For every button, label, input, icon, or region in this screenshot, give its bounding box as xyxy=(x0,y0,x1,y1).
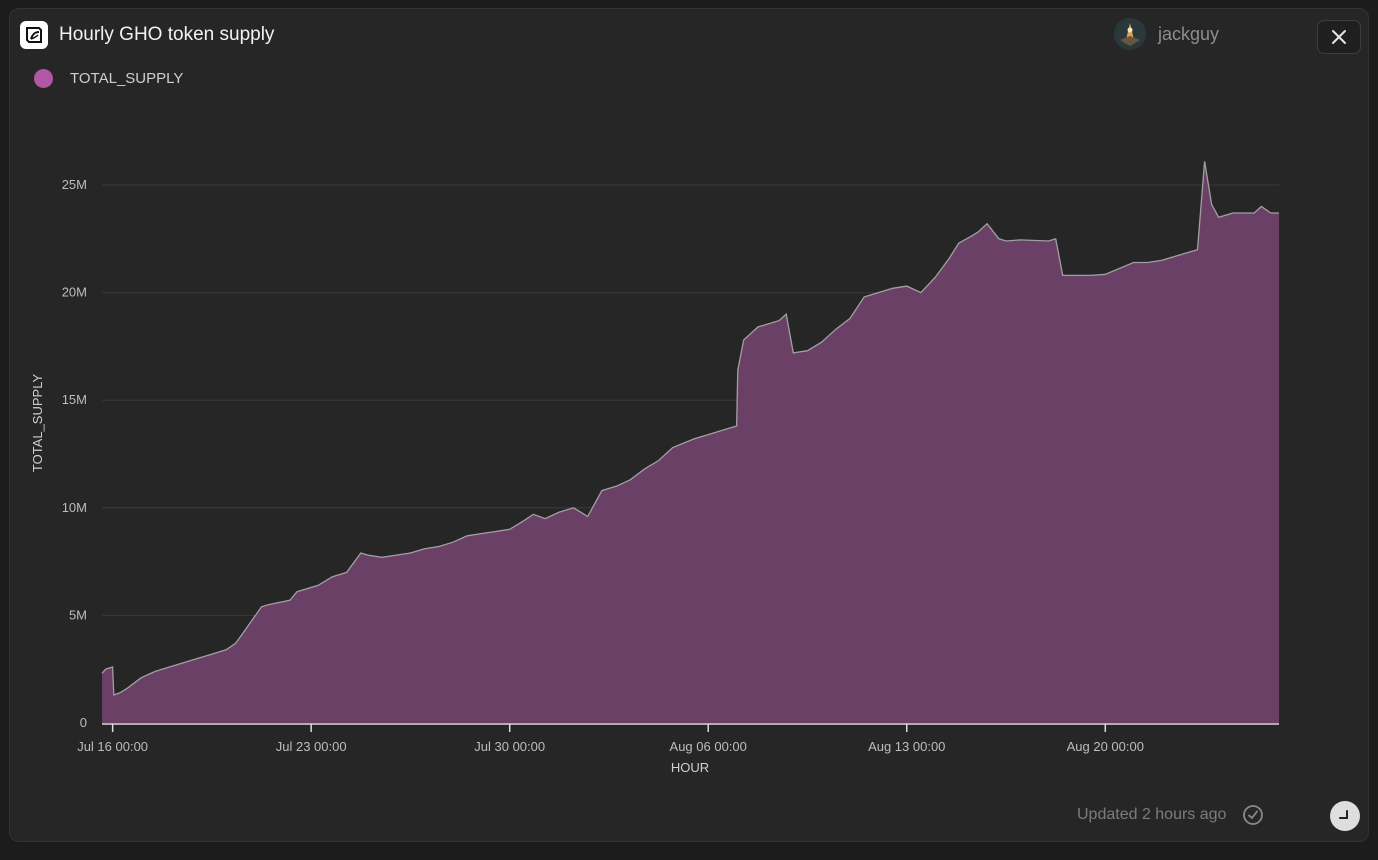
chart-title: Hourly GHO token supply xyxy=(59,24,275,45)
y-tick-label: 20M xyxy=(62,285,87,300)
resize-corner-button[interactable] xyxy=(1330,801,1360,831)
legend-swatch xyxy=(34,69,53,88)
legend-label: TOTAL_SUPPLY xyxy=(70,70,184,87)
x-tick-label: Aug 13 00:00 xyxy=(868,739,945,754)
flipside-logo-icon xyxy=(20,21,48,49)
x-tick-label: Jul 23 00:00 xyxy=(276,739,347,754)
x-axis-title: HOUR xyxy=(671,760,709,775)
series-line-total-supply xyxy=(101,161,1279,696)
user-info[interactable]: jackguy xyxy=(1114,18,1219,50)
y-axis: 0 5M 10M 15M 20M 25M xyxy=(62,177,87,730)
x-tick-label: Jul 16 00:00 xyxy=(77,739,148,754)
header: Hourly GHO token supply xyxy=(20,20,274,50)
avatar[interactable] xyxy=(1114,18,1146,50)
y-tick-label: 5M xyxy=(69,607,87,622)
resize-corner-icon xyxy=(1339,810,1348,819)
x-axis: Jul 16 00:00 Jul 23 00:00 Jul 30 00:00 Aug … xyxy=(77,723,1279,754)
footer: Updated 2 hours ago xyxy=(1077,804,1264,826)
legend[interactable]: TOTAL_SUPPLY xyxy=(34,69,183,88)
x-tick-label: Aug 20 00:00 xyxy=(1067,739,1144,754)
close-button[interactable] xyxy=(1317,20,1361,54)
y-tick-label: 10M xyxy=(62,500,87,515)
username[interactable]: jackguy xyxy=(1158,23,1220,44)
close-icon xyxy=(1332,30,1346,44)
y-tick-label: 0 xyxy=(80,715,87,730)
area-layer xyxy=(101,161,1279,724)
y-tick-label: 25M xyxy=(62,177,87,192)
x-tick-label: Jul 30 00:00 xyxy=(474,739,545,754)
x-tick-label: Aug 06 00:00 xyxy=(670,739,747,754)
series-area-total-supply xyxy=(102,161,1279,724)
y-tick-label: 15M xyxy=(62,392,87,407)
check-circle-icon xyxy=(1243,805,1264,825)
updated-timestamp: Updated 2 hours ago xyxy=(1077,806,1227,823)
y-axis-title: TOTAL_SUPPLY xyxy=(30,374,45,473)
